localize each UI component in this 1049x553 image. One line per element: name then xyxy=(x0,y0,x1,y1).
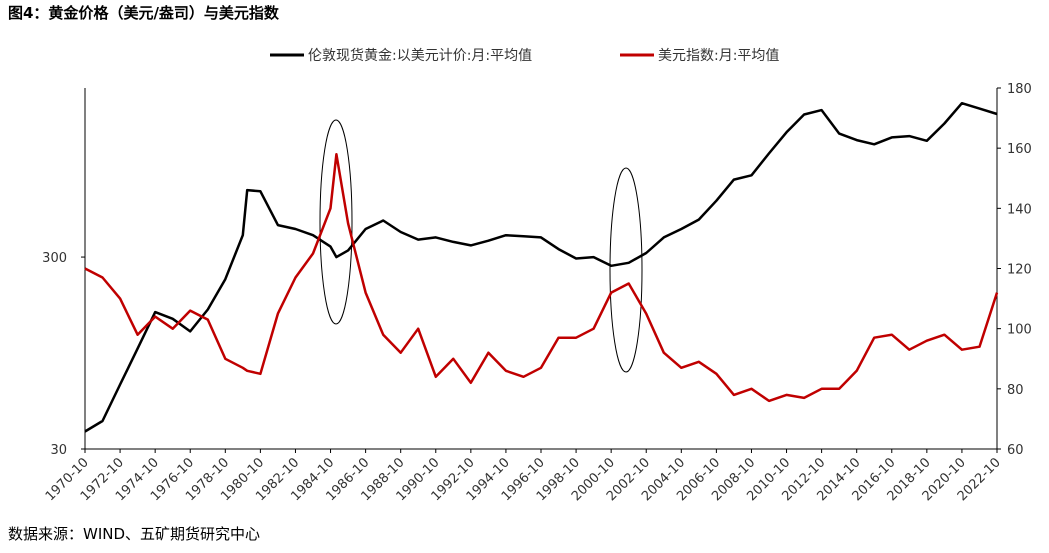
y-tick-label: 30 xyxy=(50,443,67,458)
chart-title: 图4：黄金价格（美元/盎司）与美元指数 xyxy=(8,4,280,22)
y2-tick-label: 60 xyxy=(1007,443,1024,458)
y2-tick-label: 180 xyxy=(1007,82,1032,97)
legend-label: 伦敦现货黄金:以美元计价:月:平均值 xyxy=(308,47,532,64)
y2-tick-label: 160 xyxy=(1007,142,1032,157)
y2-tick-label: 80 xyxy=(1007,383,1024,398)
source: 数据来源：WIND、五矿期货研究中心 xyxy=(8,525,260,543)
y2-tick-label: 140 xyxy=(1007,202,1032,217)
y2-tick-label: 100 xyxy=(1007,323,1032,338)
annotation-ellipse xyxy=(609,167,643,373)
annotation-ellipse xyxy=(319,119,353,325)
legend-label: 美元指数:月:平均值 xyxy=(658,48,779,64)
series-line xyxy=(84,152,999,403)
series-line xyxy=(84,101,998,433)
y-tick-label: 300 xyxy=(42,251,67,266)
y2-tick-label: 120 xyxy=(1007,263,1032,278)
